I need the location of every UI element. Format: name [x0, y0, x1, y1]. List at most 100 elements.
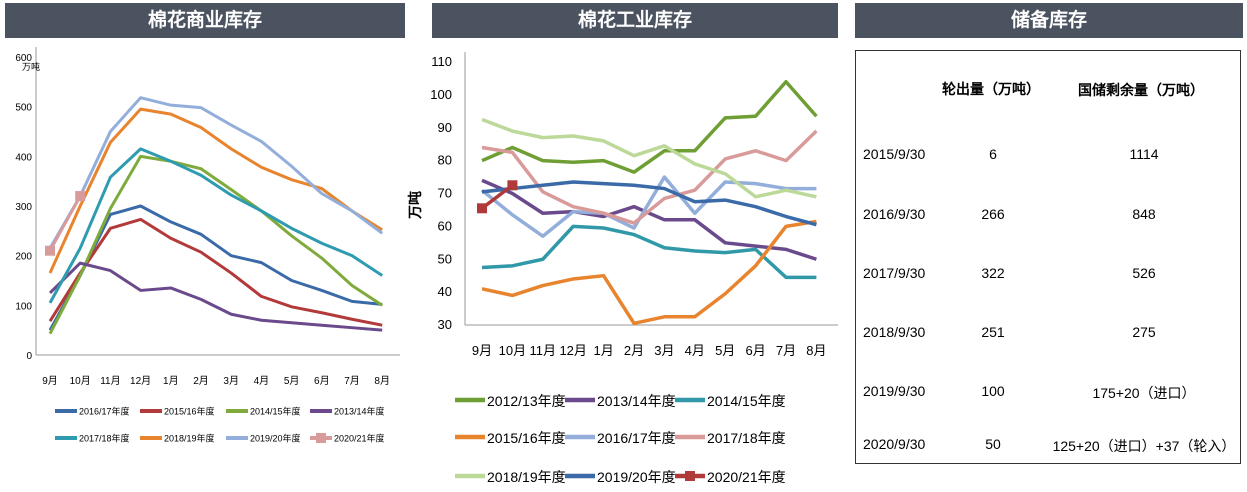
y-tick-label: 100 [430, 87, 452, 102]
legend-label: 2014/15年度 [707, 393, 786, 409]
x-tick-label: 7月 [776, 343, 796, 358]
industrial-stock-title: 棉花工业库存 [432, 3, 838, 38]
series-line-2020/21年度 [48, 195, 82, 252]
y-tick-label: 70 [438, 186, 452, 201]
y-tick-label: 500 [15, 103, 32, 114]
legend-label: 2016/17年度 [79, 406, 130, 417]
legend-label: 2019/20年度 [250, 433, 301, 444]
series-line-2018/19年度 [48, 107, 383, 274]
series-line-2014/15年度 [48, 154, 384, 335]
row-remaining: 848 [1132, 206, 1156, 222]
x-tick-label: 3月 [223, 375, 239, 387]
x-tick-label: 8月 [374, 375, 390, 387]
commercial-stock-title: 棉花商业库存 [5, 3, 405, 38]
legend-label: 2014/15年度 [250, 406, 301, 417]
legend-label: 2018/19年度 [487, 469, 566, 485]
series-line-2019/20年度 [48, 96, 384, 249]
data-point-marker [45, 245, 55, 256]
data-point-marker [477, 203, 487, 214]
legend-label: 2020/21年度 [334, 433, 385, 444]
x-tick-label: 8月 [806, 343, 826, 358]
x-tick-label: 6月 [745, 343, 765, 358]
reserve-stock-title: 储备库存 [855, 3, 1243, 38]
row-date: 2015/9/30 [863, 146, 926, 162]
x-tick-label: 11月 [530, 343, 557, 358]
row-remaining: 275 [1132, 324, 1156, 340]
x-tick-label: 10月 [70, 375, 91, 387]
series-line-2017/18年度 [48, 147, 384, 304]
data-point-marker [507, 180, 518, 191]
row-remaining: 175+20（进口） [1092, 385, 1196, 401]
x-tick-label: 7月 [344, 375, 360, 387]
series-line-2014/15年度 [481, 224, 817, 280]
row-date: 2019/9/30 [863, 383, 926, 399]
row-release: 322 [981, 265, 1005, 281]
series-line-2013/14年度 [48, 261, 383, 332]
row-release: 100 [981, 383, 1005, 399]
row-date: 2017/9/30 [863, 265, 926, 281]
x-tick-label: 12月 [130, 375, 151, 387]
x-tick-label: 9月 [472, 343, 492, 358]
legend-marker [685, 471, 695, 481]
x-tick-label: 5月 [284, 375, 300, 387]
y-tick-label: 30 [438, 317, 452, 332]
row-date: 2018/9/30 [863, 324, 926, 340]
x-tick-label: 5月 [715, 343, 735, 358]
series-line-2012/13年度 [481, 79, 818, 174]
legend-label: 2013/14年度 [334, 406, 385, 417]
x-tick-label: 2月 [193, 375, 209, 387]
row-remaining: 125+20（进口）+37（轮入） [1052, 438, 1236, 454]
x-tick-label: 6月 [314, 375, 330, 387]
y-tick-label: 100 [15, 301, 32, 312]
series-line-2015/16年度 [481, 219, 817, 326]
x-tick-label: 4月 [254, 375, 270, 387]
y-tick-label: 40 [438, 284, 452, 299]
y-tick-label: 300 [15, 202, 32, 213]
series-line-2015/16年度 [48, 217, 383, 327]
row-release: 50 [985, 436, 1001, 452]
y-tick-label: 110 [431, 54, 452, 69]
row-remaining: 1114 [1129, 146, 1159, 162]
y-tick-label: 600 [15, 53, 32, 64]
header-remaining-volume: 国储剩余量（万吨） [1078, 82, 1204, 98]
reserve-table: 轮出量（万吨） 国储剩余量（万吨） 2015/9/30 6 1114 2016/9/3… [855, 50, 1241, 464]
legend-label: 2018/19年度 [164, 433, 215, 444]
x-tick-label: 9月 [42, 375, 58, 387]
row-remaining: 526 [1132, 265, 1156, 281]
y-tick-label: 400 [15, 152, 32, 163]
header-release-volume: 轮出量（万吨） [942, 81, 1040, 97]
y-tick-label: 90 [438, 120, 452, 135]
series-line-2020/21年度 [480, 183, 514, 210]
y-tick-label: 50 [438, 251, 452, 266]
row-release: 251 [981, 324, 1005, 340]
x-tick-label: 2月 [624, 343, 644, 358]
x-tick-label: 1月 [163, 375, 179, 387]
legend-label: 2015/16年度 [164, 406, 215, 417]
chart-1: 30 40 50 60 70 80 90 100 110 万吨 9月 10月 11月 12月 1月 2月 3月 4… [407, 52, 838, 485]
x-tick-label: 11月 [100, 375, 120, 387]
series-line-2016/17年度 [48, 204, 383, 331]
legend-label: 2015/16年度 [487, 430, 566, 446]
x-tick-label: 12月 [559, 343, 586, 358]
y-axis-unit: 万吨 [22, 61, 40, 72]
row-release: 266 [981, 206, 1005, 222]
legend-label: 2016/17年度 [597, 430, 676, 446]
y-tick-label: 200 [15, 252, 32, 263]
legend-label: 2012/13年度 [487, 393, 566, 409]
y-tick-label: 80 [438, 153, 452, 168]
row-date: 2020/9/30 [863, 436, 926, 452]
series-line-2019/20年度 [481, 180, 817, 227]
legend-label: 2017/18年度 [707, 430, 786, 446]
row-date: 2016/9/30 [863, 206, 926, 222]
y-tick-label: 60 [438, 218, 452, 233]
legend-label: 2013/14年度 [597, 393, 676, 409]
x-tick-label: 3月 [654, 343, 674, 358]
legend-label: 2020/21年度 [707, 469, 786, 485]
x-tick-label: 1月 [593, 343, 613, 358]
y-axis-label: 万吨 [407, 191, 423, 220]
legend-marker [316, 433, 326, 443]
legend-label: 2017/18年度 [79, 433, 130, 444]
data-point-marker [75, 191, 86, 202]
